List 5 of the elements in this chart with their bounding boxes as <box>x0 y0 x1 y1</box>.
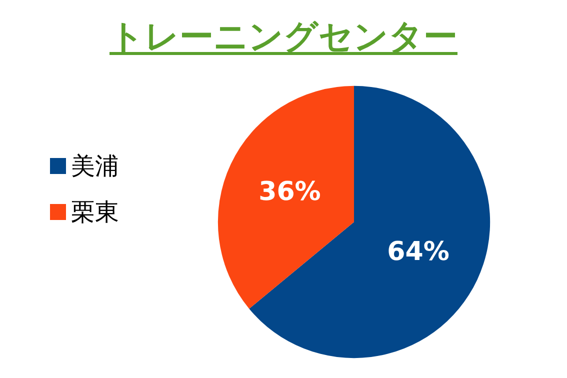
data-label: 64% <box>387 237 450 268</box>
chart-title: トレーニングセンター <box>108 16 458 59</box>
data-label: 36% <box>258 176 321 207</box>
legend-label: 栗東 <box>71 198 119 226</box>
legend-label: 美浦 <box>71 152 119 180</box>
